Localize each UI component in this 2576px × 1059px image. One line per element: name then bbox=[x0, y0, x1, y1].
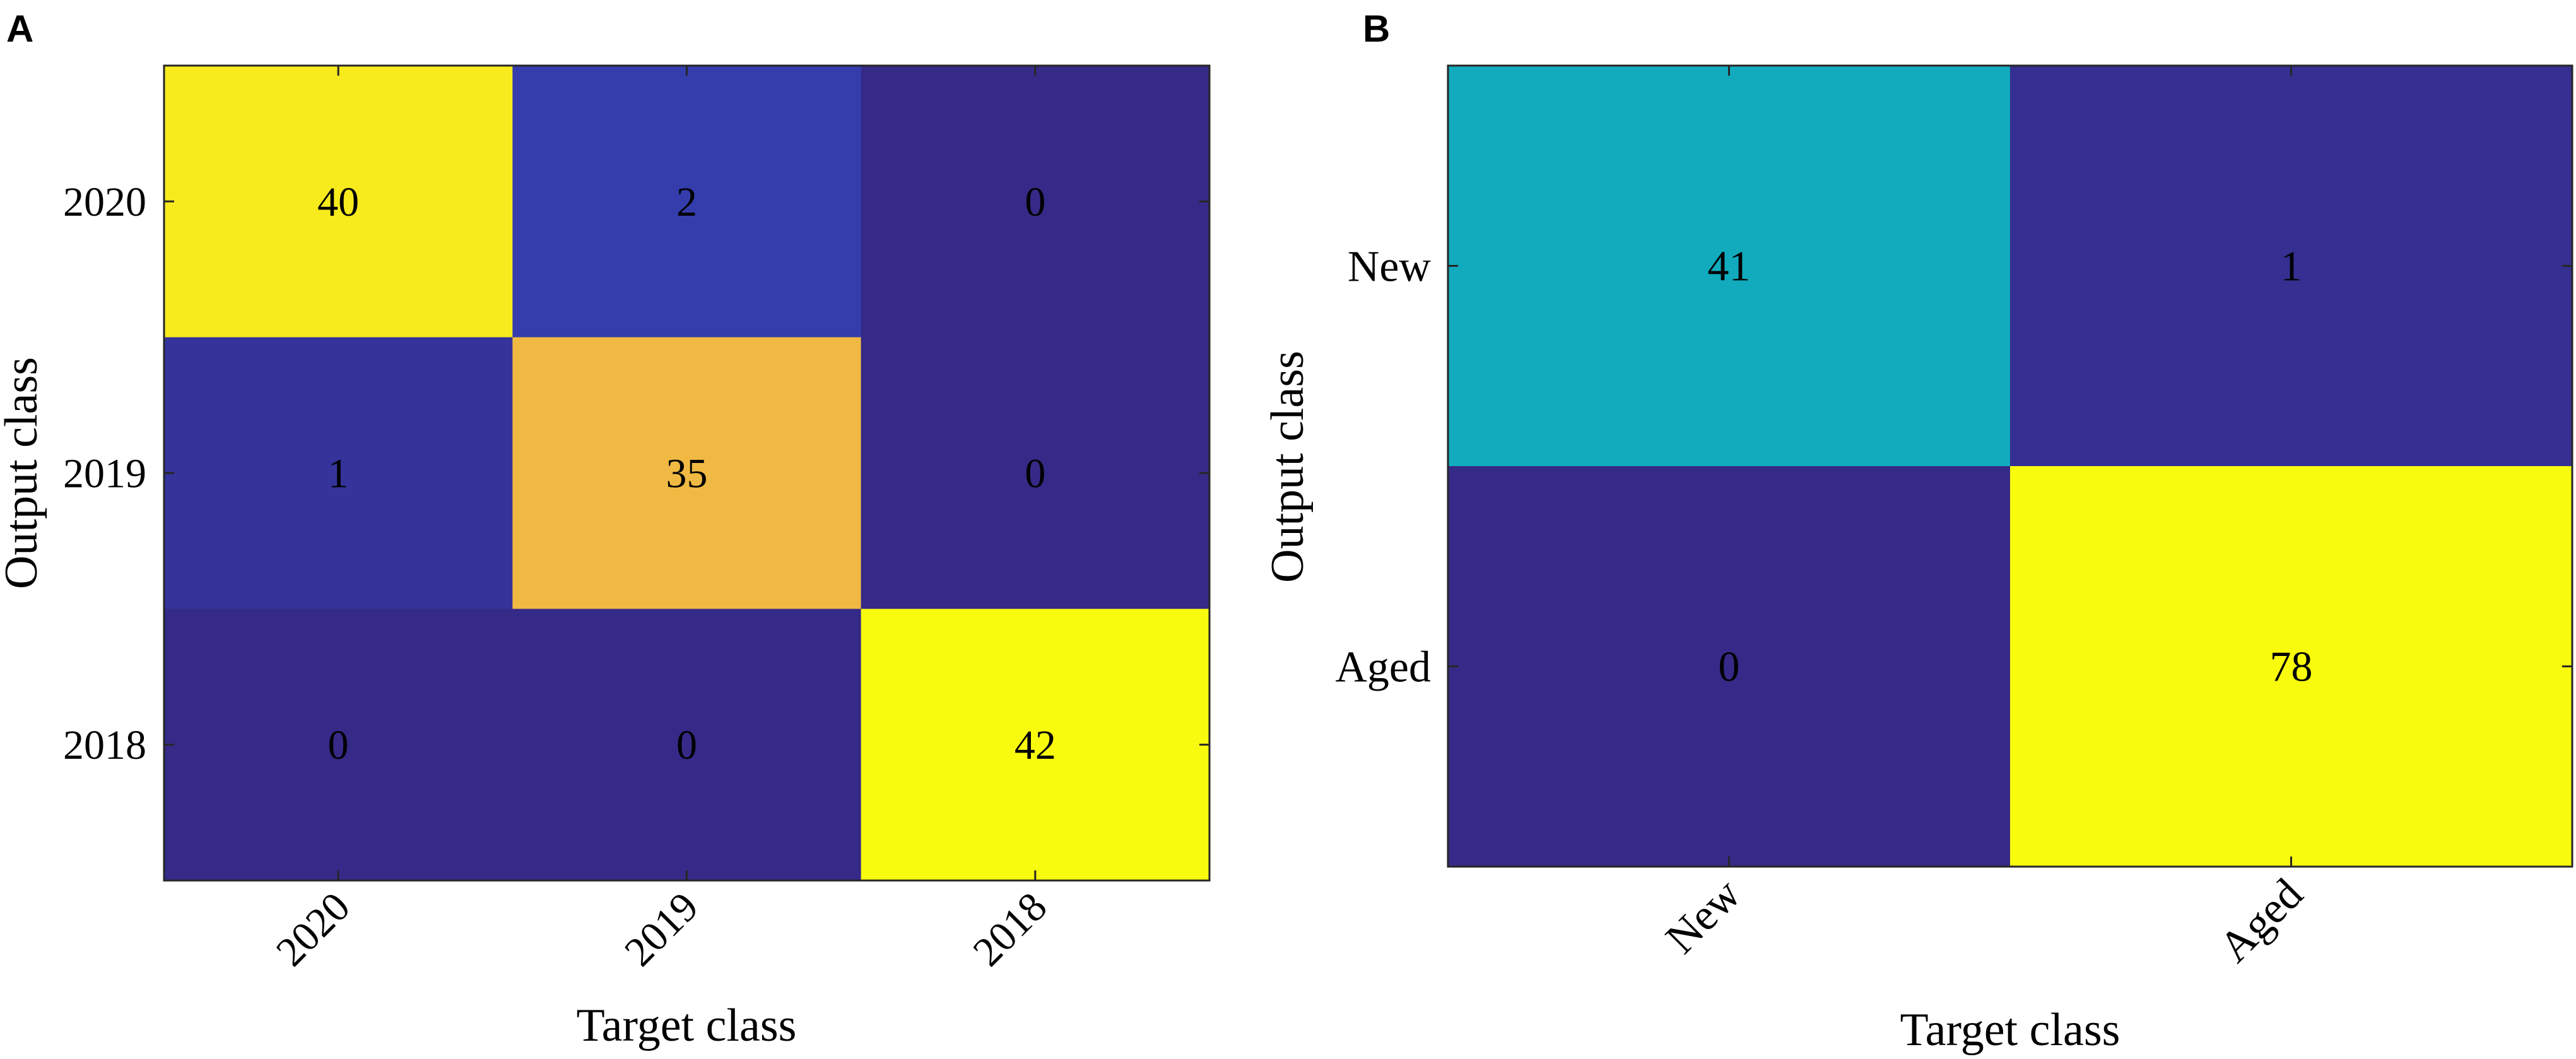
a-y-tick-label-0: 2020 bbox=[63, 179, 146, 225]
a-cell-value-r2-c2: 42 bbox=[1015, 722, 1056, 768]
b-y-tick-label-0: New bbox=[1348, 242, 1432, 291]
b-cell-r1-c1 bbox=[2010, 466, 2573, 867]
a-y-tick-label-2: 2018 bbox=[63, 722, 146, 768]
a-cell-r2-c1 bbox=[512, 609, 862, 881]
panel-a-ticks bbox=[164, 66, 1209, 881]
panel-a-y-axis-label: Output class bbox=[0, 357, 47, 589]
panel-a-x-axis-label: Target class bbox=[577, 1000, 797, 1051]
a-cell-r1-c1 bbox=[512, 337, 862, 609]
b-y-tick-label-1: Aged bbox=[1335, 643, 1431, 691]
panel-a-y-tick-labels: 2020 2019 2018 bbox=[63, 179, 146, 768]
panel-b-x-axis-label: Target class bbox=[1900, 1004, 2120, 1056]
a-cell-value-r2-c1: 0 bbox=[676, 722, 697, 768]
a-cell-value-r1-c0: 1 bbox=[328, 450, 349, 496]
a-cell-value-r1-c1: 35 bbox=[666, 450, 708, 496]
panel-b-cell-labels: 41 1 0 78 bbox=[1708, 242, 2313, 691]
a-cell-value-r0-c2: 0 bbox=[1025, 179, 1045, 225]
panel-b: B 41 1 0 78 New Aged New Aged Target class Ou… bbox=[1262, 8, 2573, 1056]
b-cell-value-r1-c0: 0 bbox=[1719, 643, 1740, 691]
a-cell-value-r1-c2: 0 bbox=[1025, 450, 1045, 496]
b-cell-r0-c1 bbox=[2010, 66, 2573, 467]
a-cell-r1-c0 bbox=[164, 337, 513, 609]
b-cell-value-r0-c0: 41 bbox=[1708, 242, 1751, 290]
panel-b-cells bbox=[1448, 66, 2573, 867]
panel-b-ticks bbox=[1448, 66, 2572, 867]
panel-b-letter: B bbox=[1363, 8, 1390, 50]
a-cell-r1-c2 bbox=[861, 337, 1210, 609]
b-cell-r0-c0 bbox=[1448, 66, 2011, 467]
panel-a-cells bbox=[164, 66, 1210, 881]
panel-b-axes-frame bbox=[1447, 64, 2573, 868]
panel-b-y-tick-labels: New Aged bbox=[1335, 242, 1431, 691]
b-cell-value-r1-c1: 78 bbox=[2270, 643, 2313, 691]
b-cell-r1-c0 bbox=[1448, 466, 2011, 867]
a-cell-value-r0-c1: 2 bbox=[676, 179, 697, 225]
a-cell-r2-c0 bbox=[164, 609, 513, 881]
a-cell-r2-c2 bbox=[861, 609, 1210, 881]
panel-a-cell-labels: 40 2 0 1 35 0 0 0 42 bbox=[317, 179, 1056, 768]
a-cell-r0-c1 bbox=[512, 66, 862, 338]
a-cell-value-r0-c0: 40 bbox=[317, 179, 359, 225]
a-cell-value-r2-c0: 0 bbox=[328, 722, 349, 768]
panel-a: A 40 2 0 1 35 0 0 0 42 2020 2019 2018 2020 2019 2018… bbox=[0, 8, 1211, 1051]
a-cell-r0-c2 bbox=[861, 66, 1210, 338]
panel-a-letter: A bbox=[6, 8, 33, 50]
a-cell-r0-c0 bbox=[164, 66, 513, 338]
b-cell-value-r0-c1: 1 bbox=[2281, 242, 2302, 290]
a-y-tick-label-1: 2019 bbox=[63, 450, 146, 496]
panel-b-y-axis-label: Output class bbox=[1262, 351, 1314, 583]
